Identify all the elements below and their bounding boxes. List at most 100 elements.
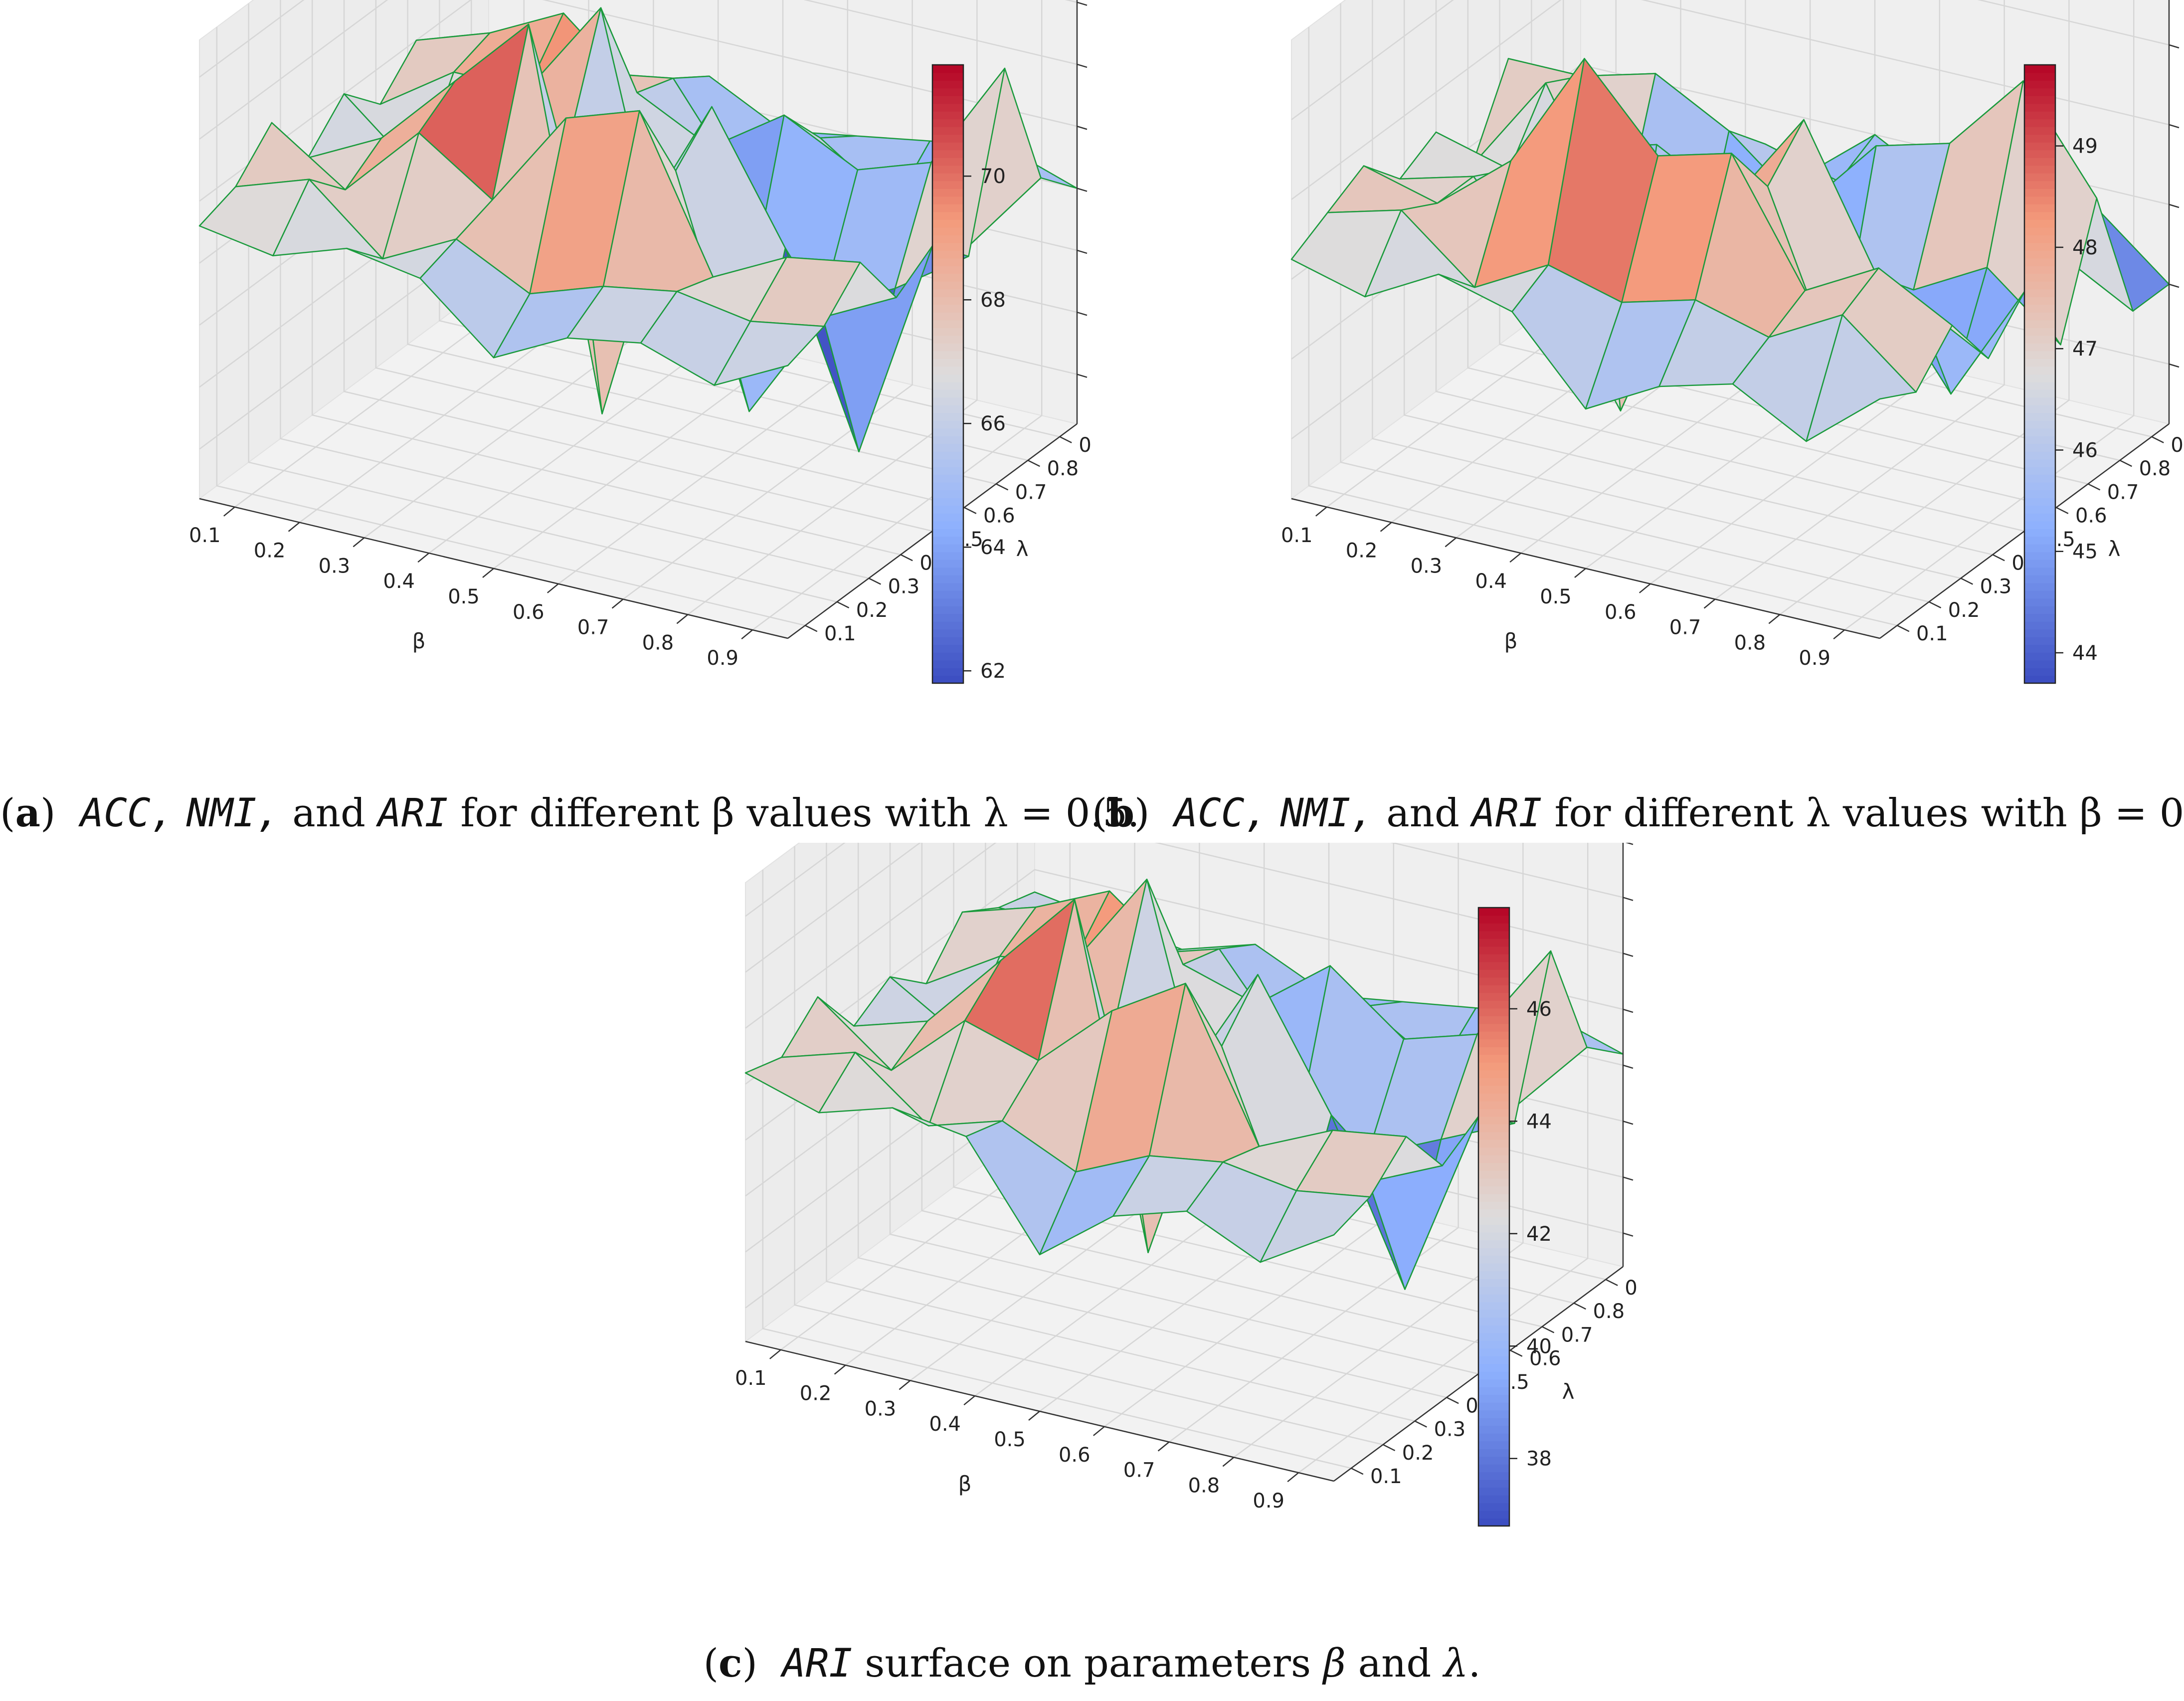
colorbar-segment: [932, 181, 963, 189]
lambda-tick-label: 0.2: [856, 599, 888, 622]
colorbar-segment: [932, 544, 963, 553]
z-tick: [1625, 843, 1634, 845]
beta-tick-label: 0.2: [254, 540, 286, 563]
colorbar-segment: [2024, 459, 2055, 467]
gridline-y: [1308, 27, 1898, 626]
colorbar-segment: [932, 498, 963, 506]
z-tick: [2169, 124, 2180, 129]
colorbar-segment: [932, 536, 963, 545]
colorbar-segment: [932, 196, 963, 204]
colorbar-segment: [932, 281, 963, 290]
colorbar-segment: [2024, 552, 2055, 560]
colorbar-segment: [932, 343, 963, 352]
colorbar-segment: [1478, 1317, 1509, 1325]
colorbar-segment: [1478, 1016, 1509, 1024]
gridline-z: [1291, 0, 2170, 121]
colorbar-segment: [2024, 297, 2055, 305]
colorbar-tick-label: 40: [1526, 1335, 1552, 1358]
surface-facet: [1806, 314, 1917, 442]
colorbar-segment: [2024, 567, 2055, 575]
colorbar-segment: [932, 459, 963, 467]
colorbar-tick-label: 38: [1526, 1448, 1552, 1471]
beta-tick: [1093, 1426, 1105, 1436]
colorbar-segment: [2024, 613, 2055, 622]
gridline-y: [762, 870, 1352, 1469]
colorbar-segment: [932, 513, 963, 522]
colorbar-segment: [2024, 96, 2055, 104]
colorbar-segment: [1478, 1402, 1509, 1411]
colorbar-tick-label: 49: [2072, 135, 2098, 158]
caption-c-text1: surface on parameters: [852, 1641, 1323, 1686]
lambda-tick: [805, 625, 818, 632]
colorbar-segment: [2024, 281, 2055, 290]
z-tick: [1077, 1, 1088, 6]
colorbar-segment: [2024, 644, 2055, 653]
z-tick: [1623, 1121, 1634, 1125]
colorbar-segment: [2024, 335, 2055, 344]
beta-tick-label: 0.5: [994, 1428, 1026, 1451]
z-tick: [1077, 188, 1088, 192]
colorbar-segment: [1478, 1008, 1509, 1016]
lambda-tick-label: 0.6: [2075, 505, 2107, 528]
beta-tick: [1768, 614, 1781, 624]
colorbar-segment: [1478, 1503, 1509, 1511]
ari-surface-plot: 0.10.20.30.40.50.60.70.80.9β0.10.20.30.4…: [735, 843, 1638, 1527]
colorbar-segment: [932, 96, 963, 104]
gridline-x: [1168, 843, 1459, 1443]
colorbar-segment: [2024, 366, 2055, 375]
colorbar-segment: [2024, 443, 2055, 452]
gridline-z: [745, 843, 846, 917]
lambda-tick-label: 0.6: [1529, 1347, 1561, 1370]
colorbar-segment: [1478, 1193, 1509, 1202]
lambda-tick: [1573, 1302, 1586, 1310]
colorbar-segment: [1478, 1093, 1509, 1102]
lambda-tick-label: 0.1: [824, 622, 856, 645]
lambda-tick-label: 0.3: [1434, 1418, 1466, 1441]
gridline-y: [248, 3, 837, 603]
colorbar-segment: [1478, 1480, 1509, 1488]
gridline-x: [1298, 843, 1589, 1474]
colorbar-segment: [1478, 1255, 1509, 1264]
colorbar-segment: [1478, 1410, 1509, 1418]
gridline-y: [953, 843, 1542, 1327]
colorbar-segment: [1478, 1394, 1509, 1403]
lambda-tick: [900, 554, 913, 562]
colorbar-segment: [932, 351, 963, 359]
colorbar-segment: [1478, 1248, 1509, 1256]
beta-tick: [353, 537, 365, 548]
colorbar-segment: [932, 235, 963, 243]
lambda-tick: [2056, 507, 2069, 514]
colorbar-segment: [2024, 505, 2055, 514]
colorbar-segment: [932, 297, 963, 305]
lambda-tick-label: 0.8: [2139, 457, 2171, 480]
colorbar-segment: [932, 644, 963, 653]
colorbar-segment: [1478, 1286, 1509, 1295]
colorbar-segment: [2024, 560, 2055, 568]
colorbar-segment: [2024, 273, 2055, 282]
colorbar-segment: [2024, 374, 2055, 382]
beta-tick-label: 0.9: [1253, 1490, 1284, 1512]
caption-a: (a) ACC, NMI, and ARI for different β va…: [0, 790, 1140, 836]
colorbar-tick-label: 46: [2072, 439, 2098, 462]
colorbar-segment: [1478, 1456, 1509, 1465]
colorbar-segment: [2024, 88, 2055, 96]
gridline-y: [1435, 0, 2025, 532]
colorbar-segment: [1478, 1302, 1509, 1310]
lambda-tick: [868, 577, 881, 585]
lambda-tick-label: 0.2: [1402, 1442, 1434, 1465]
colorbar-tick-label: 44: [2072, 642, 2098, 665]
lambda-axis-label: λ: [2108, 537, 2121, 561]
beta-tick: [1028, 1411, 1040, 1421]
lambda-tick: [1960, 577, 1973, 585]
colorbar-segment: [2024, 242, 2055, 251]
colorbar-segment: [1478, 1495, 1509, 1504]
caption-c-letter: c: [719, 1641, 742, 1686]
lambda-tick: [1059, 436, 1072, 443]
gridline-y: [826, 843, 1415, 1422]
colorbar-segment: [932, 428, 963, 436]
beta-tick-label: 0.3: [1411, 555, 1443, 577]
colorbar-segment: [2024, 529, 2055, 537]
beta-tick-label: 0.1: [189, 524, 221, 547]
colorbar-segment: [1478, 1279, 1509, 1287]
lambda-tick: [1027, 459, 1040, 467]
